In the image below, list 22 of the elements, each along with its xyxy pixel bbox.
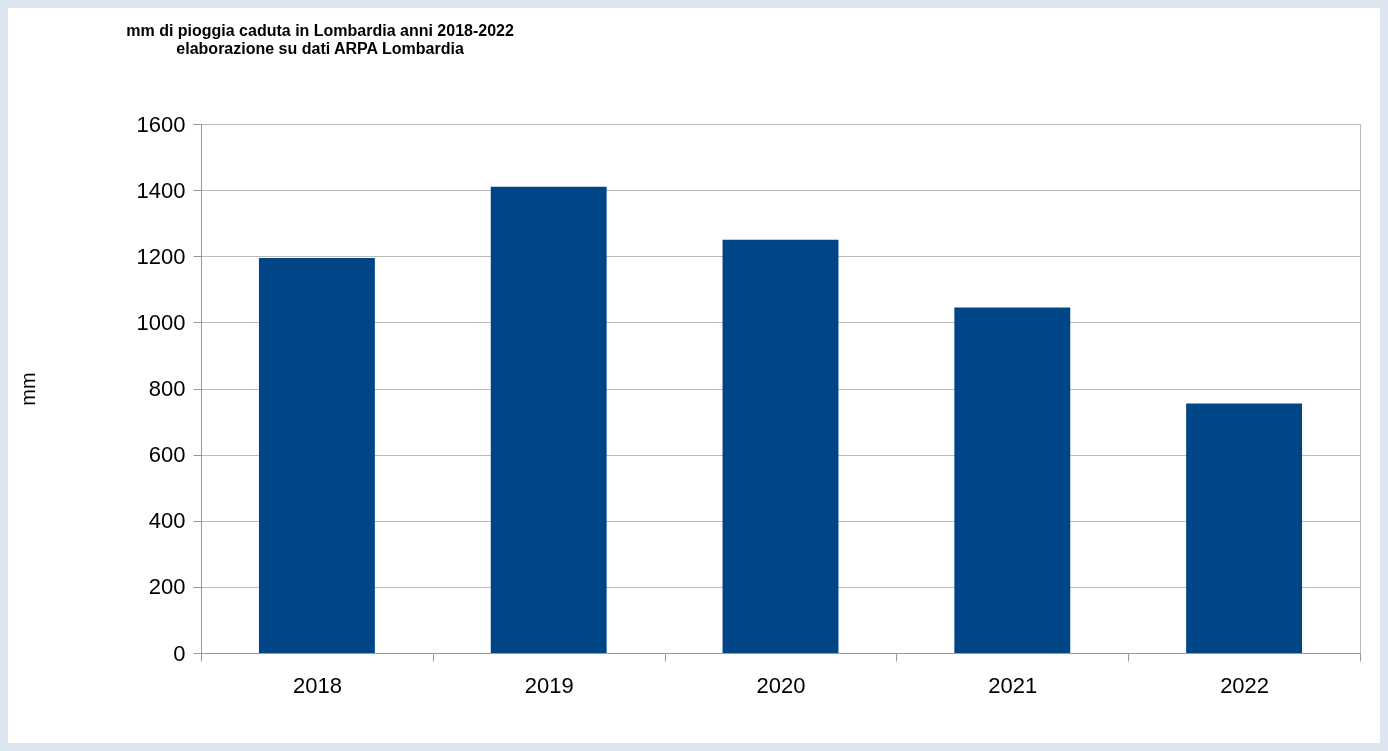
y-tick-label: 1000 (136, 309, 186, 335)
chart-subtitle: elaborazione su dati ARPA Lombardia (176, 40, 464, 57)
x-tick-label: 2018 (292, 672, 342, 698)
y-tick-label: 200 (148, 574, 186, 600)
y-tick-label: 0 (173, 640, 186, 666)
y-tick-label: 800 (148, 376, 186, 401)
y-tick-label: 600 (148, 442, 186, 468)
x-tick-label: 2022 (1220, 672, 1270, 698)
bar (490, 186, 607, 653)
x-tick-label: 2020 (756, 672, 806, 698)
bar (1186, 403, 1303, 653)
y-tick-label: 1200 (136, 243, 186, 269)
y-axis-title: mm (16, 372, 39, 406)
y-tick-label: 1400 (136, 177, 186, 203)
bar (258, 257, 375, 653)
bar (954, 307, 1071, 653)
y-tick-label: 1600 (136, 111, 186, 137)
bar (722, 239, 839, 653)
x-tick-label: 2019 (524, 672, 574, 698)
chart-title: mm di pioggia caduta in Lombardia anni 2018-2022 (126, 22, 514, 39)
y-tick-label: 400 (148, 508, 186, 534)
x-tick-label: 2021 (988, 672, 1038, 698)
